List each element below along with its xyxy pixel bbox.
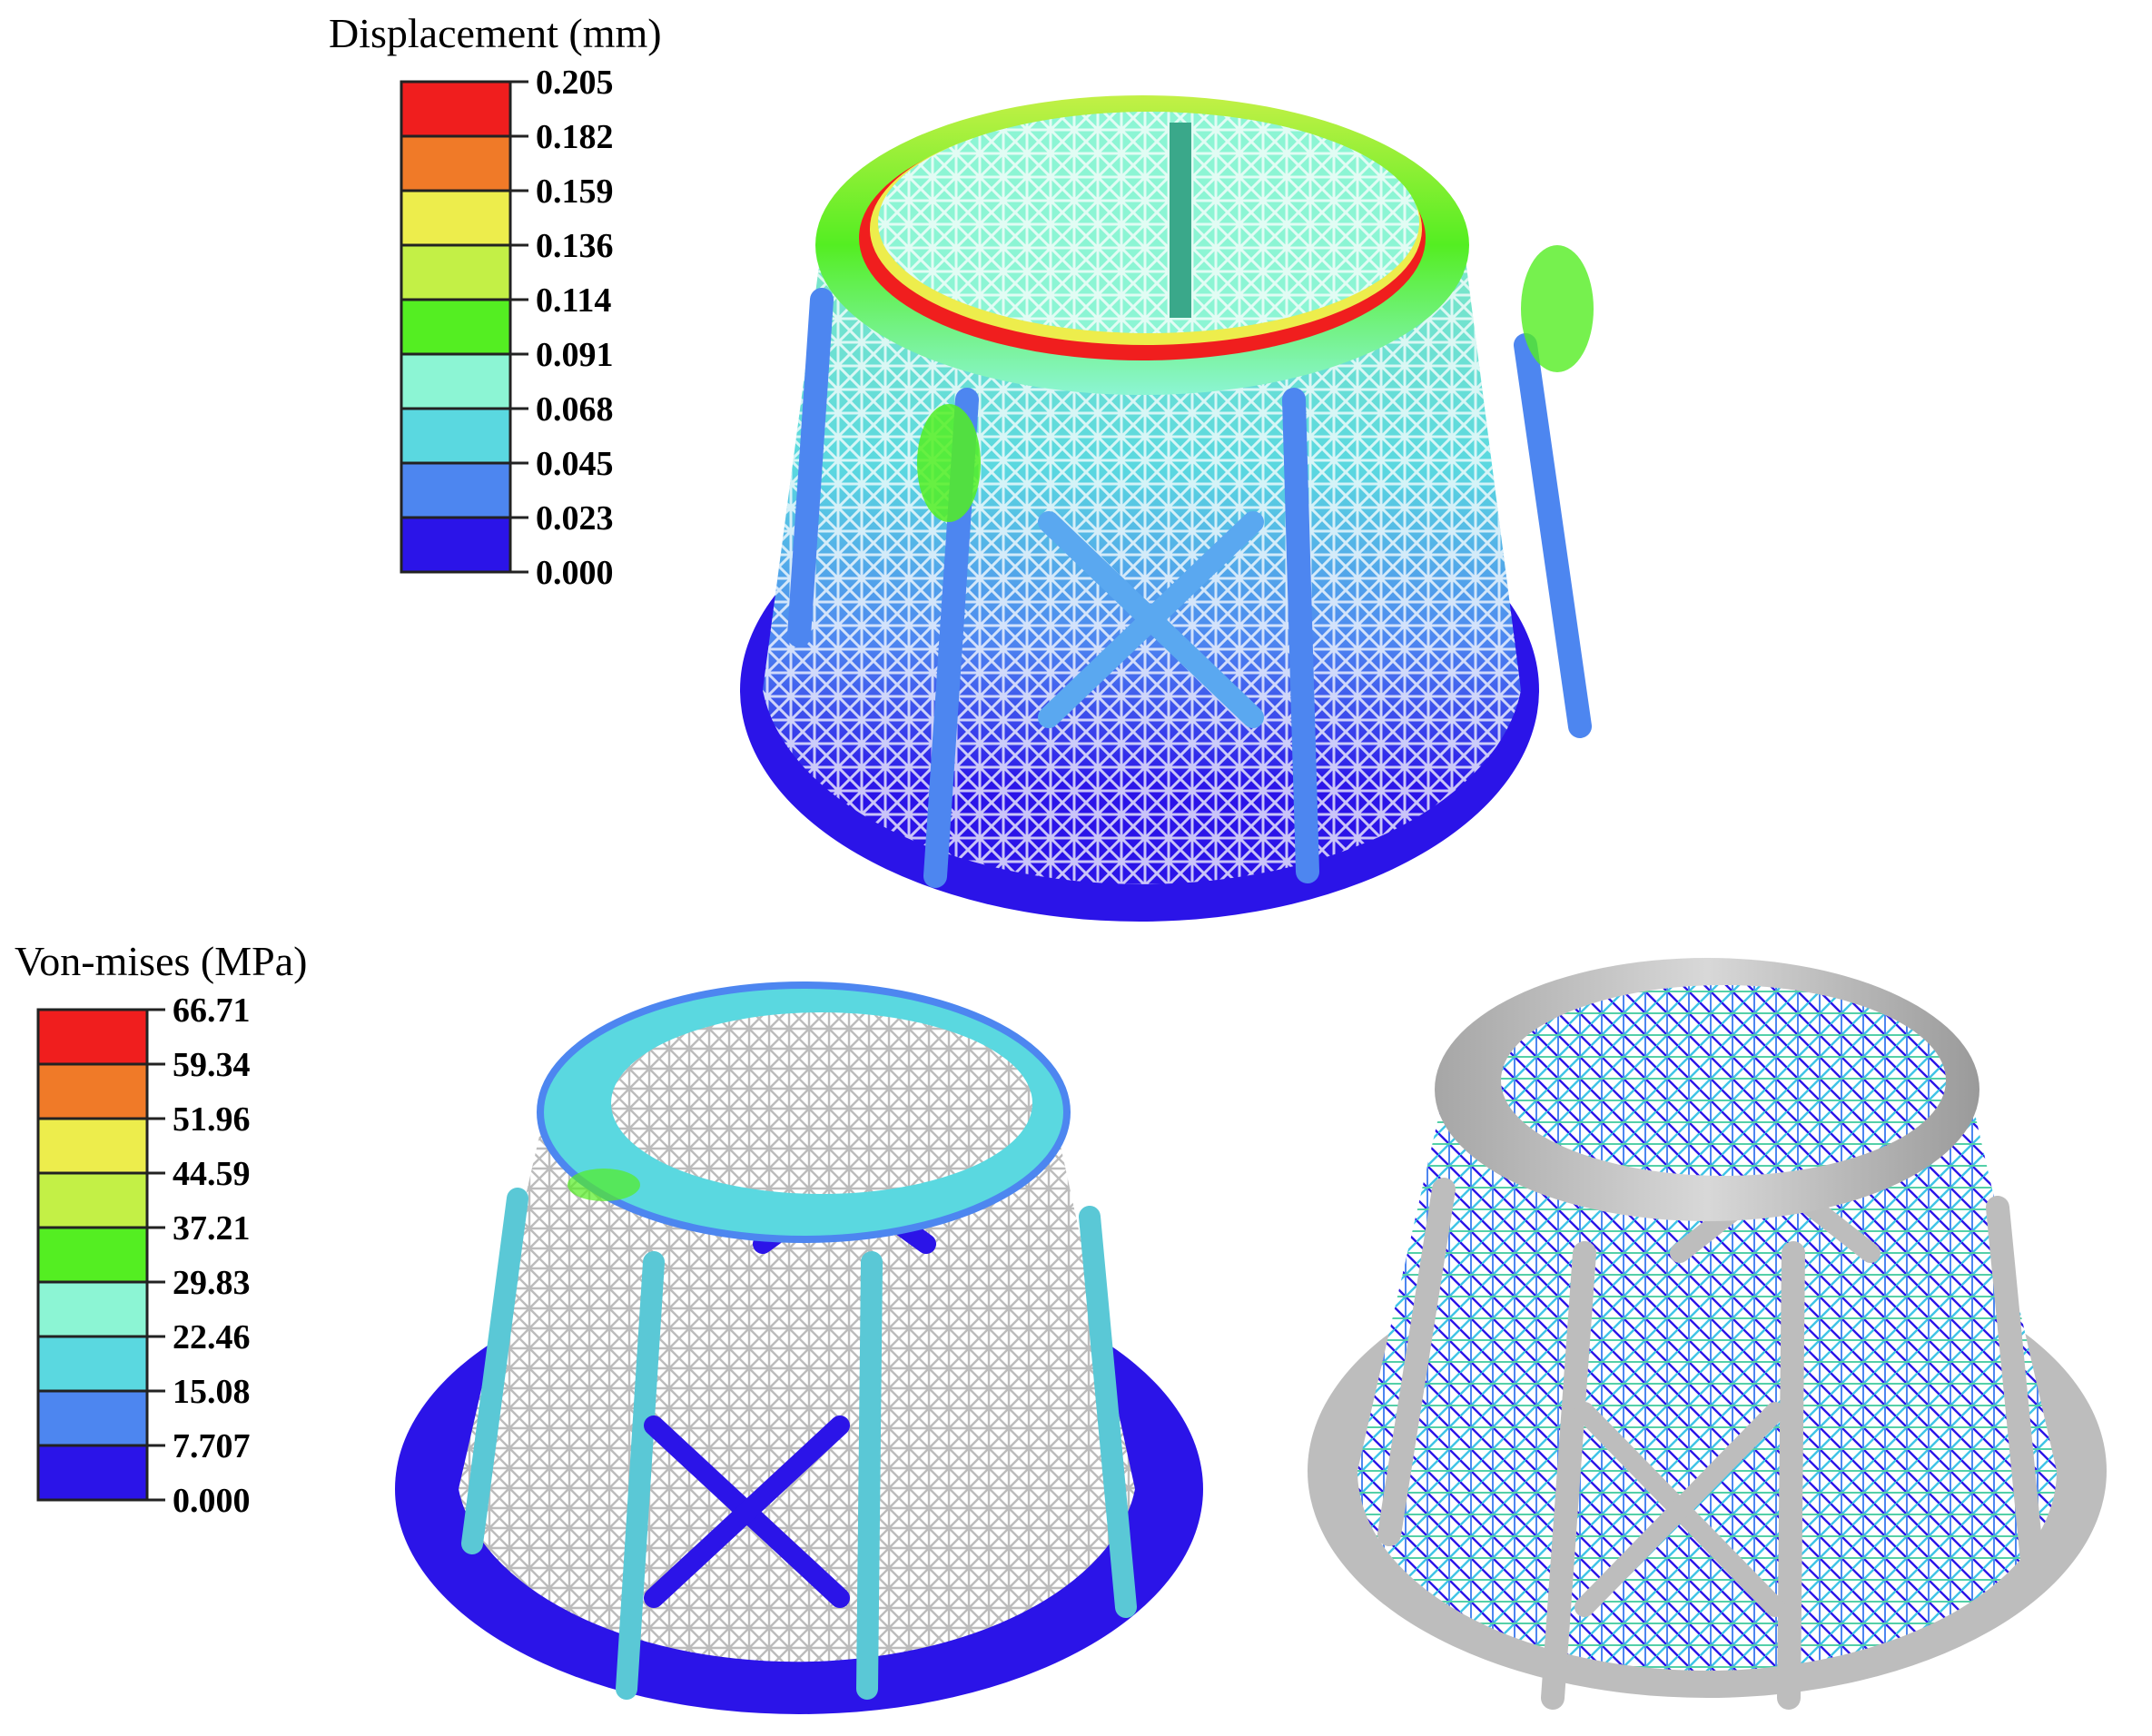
disp-tick-label-6: 0.068: [536, 390, 614, 429]
vonmises-model-left: [395, 981, 1203, 1714]
vm-band-0: [38, 1010, 147, 1064]
disp-tick-label-2: 0.159: [536, 173, 614, 211]
displacement-legend-title: Displacement (mm): [329, 10, 662, 56]
vm-ring-patch: [568, 1169, 640, 1201]
disp-band-3: [401, 245, 510, 300]
disp-tick-label-0: 0.205: [536, 64, 614, 102]
vonmises-model-right: [1308, 958, 2107, 1710]
vm-band-5: [38, 1282, 147, 1337]
vm-tick-label-3: 44.59: [173, 1155, 251, 1193]
vm-tick-label-0: 66.71: [173, 991, 251, 1030]
vm-tick-label-4: 37.21: [173, 1209, 251, 1248]
vm-struts: [461, 1188, 1137, 1700]
vm-band-7: [38, 1391, 147, 1445]
disp-band-4: [401, 300, 510, 354]
vonmises-legend-title: Von-mises (MPa): [15, 938, 308, 984]
disp-band-1: [401, 136, 510, 191]
disp-band-5: [401, 354, 510, 409]
disp-x-brace: [1038, 511, 1264, 728]
vm-tick-label-8: 7.707: [173, 1427, 251, 1465]
displacement-legend: Displacement (mm) 0.205 0.182 0.159 0.136 0.…: [329, 0, 781, 592]
disp-patch-left: [917, 404, 981, 522]
vm-band-4: [38, 1228, 147, 1282]
vonmises-colorbar: 66.71 59.34 51.96 44.59 37.21 29.83 22.46 15.08…: [36, 991, 251, 1520]
vm-band-6: [38, 1337, 147, 1391]
vmr-ring-opening: [1501, 985, 1946, 1176]
disp-tick-label-4: 0.114: [536, 281, 611, 320]
displacement-colorbar: 0.205 0.182 0.159 0.136 0.114 0.091 0.068 0.045…: [400, 64, 614, 592]
vm-band-1: [38, 1064, 147, 1119]
disp-band-2: [401, 191, 510, 245]
vm-tick-label-9: 0.000: [173, 1482, 251, 1520]
disp-band-6: [401, 409, 510, 463]
disp-tick-label-9: 0.000: [536, 554, 614, 592]
disp-tick-label-8: 0.023: [536, 499, 614, 538]
vm-band-8: [38, 1445, 147, 1500]
vm-band-2: [38, 1119, 147, 1173]
vm-tick-label-2: 51.96: [173, 1100, 251, 1139]
disp-inner-lattice: [878, 112, 1419, 333]
disp-tick-label-5: 0.091: [536, 336, 614, 374]
vmr-lattice-body: [1357, 1094, 2057, 1671]
disp-tick-label-1: 0.182: [536, 118, 614, 156]
vm-ring-opening: [611, 1012, 1032, 1194]
vm-tick-label-7: 15.08: [173, 1373, 251, 1411]
vmr-struts: [1377, 1178, 2046, 1710]
disp-band-7: [401, 463, 510, 518]
disp-tick-label-3: 0.136: [536, 227, 614, 265]
vonmises-legend: Von-mises (MPa) 66.71 59.34 51.96 44.59 37.2…: [15, 926, 418, 1525]
disp-band-8: [401, 518, 510, 572]
disp-band-0: [401, 82, 510, 136]
vm-tick-label-6: 22.46: [173, 1318, 251, 1356]
disp-tick-label-7: 0.045: [536, 445, 614, 483]
vm-tick-label-1: 59.34: [173, 1046, 251, 1084]
displacement-model: [740, 95, 1594, 922]
vm-ring-outline: [537, 981, 1071, 1243]
vm-band-3: [38, 1173, 147, 1228]
vm-tick-label-5: 29.83: [173, 1264, 251, 1302]
disp-patch-right: [1521, 245, 1594, 372]
